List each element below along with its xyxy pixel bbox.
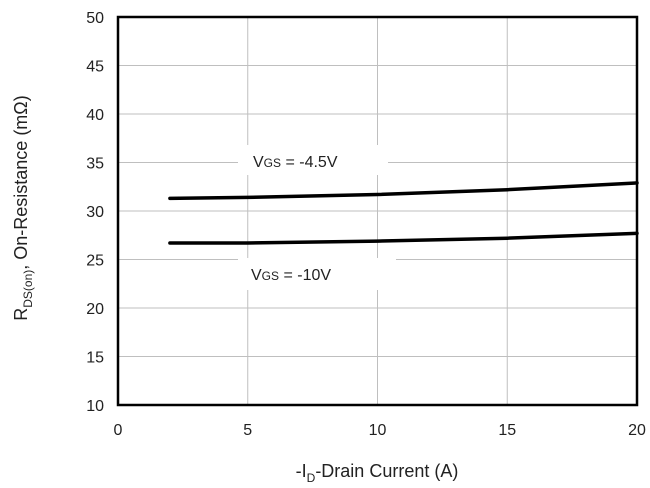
x-axis-title: -ID-Drain Current (A) bbox=[296, 461, 459, 485]
annotation-background bbox=[238, 258, 396, 290]
x-tick-label: 10 bbox=[369, 422, 387, 439]
series-annotation-0: VGS = -4.5V bbox=[253, 154, 338, 171]
x-tick-label: 0 bbox=[114, 422, 123, 439]
y-tick-label: 30 bbox=[86, 204, 104, 221]
grid-lines bbox=[117, 16, 638, 406]
series-annotation-1: VGS = -10V bbox=[251, 267, 331, 284]
series-annotations: VGS = -4.5V VGS = -10V bbox=[238, 145, 396, 290]
x-tick-label: 20 bbox=[628, 422, 646, 439]
y-tick-label: 50 bbox=[86, 10, 104, 27]
y-tick-label: 40 bbox=[86, 107, 104, 124]
y-tick-label: 25 bbox=[86, 253, 104, 270]
y-tick-label: 15 bbox=[86, 350, 104, 367]
x-tick-label: 15 bbox=[498, 422, 516, 439]
y-tick-label: 10 bbox=[86, 398, 104, 415]
y-tick-label: 35 bbox=[86, 156, 104, 173]
series-lines bbox=[168, 181, 639, 245]
series-line-1 bbox=[168, 231, 639, 245]
y-axis-title: RDS(on), On-Resistance (mΩ) bbox=[11, 95, 35, 321]
y-tick-label: 20 bbox=[86, 301, 104, 318]
y-tick-labels: 10 15 20 25 30 35 40 45 50 bbox=[86, 10, 104, 415]
y-tick-label: 45 bbox=[86, 59, 104, 76]
x-tick-label: 5 bbox=[243, 422, 252, 439]
plot-frame bbox=[116, 15, 639, 407]
x-tick-labels: 0 5 10 15 20 bbox=[114, 422, 646, 439]
series-line-0 bbox=[168, 181, 639, 201]
annotation-background bbox=[238, 145, 388, 175]
